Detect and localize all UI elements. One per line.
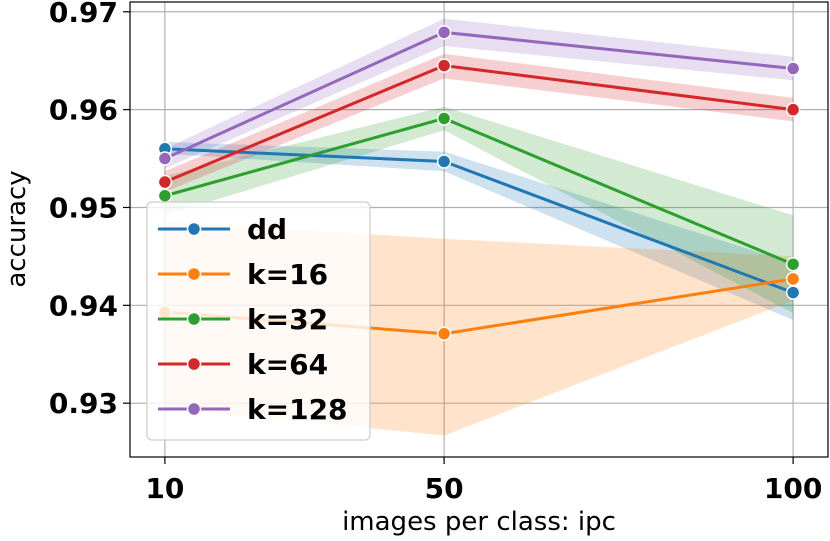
legend-swatch-marker bbox=[186, 401, 202, 417]
data-point-k64 bbox=[785, 102, 801, 117]
data-point-k16 bbox=[785, 271, 801, 287]
data-point-k64 bbox=[436, 58, 452, 73]
data-point-k128 bbox=[785, 61, 801, 76]
legend: dd k=16 k=32 k=64 k=128 bbox=[146, 201, 371, 441]
confidence-band-dd bbox=[164, 141, 794, 321]
data-point-dd bbox=[785, 285, 801, 300]
confidence-band-k32 bbox=[164, 106, 794, 314]
y-tick-label: 0.95 bbox=[49, 191, 118, 224]
legend-swatch-marker bbox=[186, 266, 202, 282]
legend-swatch-marker bbox=[186, 221, 202, 237]
data-point-k128 bbox=[157, 151, 173, 166]
legend-label: k=64 bbox=[247, 348, 328, 381]
x-tick-label: 10 bbox=[145, 472, 184, 505]
data-point-k128 bbox=[436, 25, 452, 40]
y-tick-label: 0.97 bbox=[49, 0, 118, 29]
data-point-dd bbox=[436, 154, 452, 169]
data-point-k64 bbox=[157, 174, 173, 190]
x-tick-label: 50 bbox=[425, 472, 464, 505]
x-tick-label: 100 bbox=[764, 472, 822, 505]
legend-label: k=32 bbox=[247, 303, 328, 336]
legend-swatch-marker bbox=[186, 311, 202, 327]
legend-box bbox=[146, 201, 371, 441]
confidence-band-k128 bbox=[164, 18, 794, 169]
axis-ticks bbox=[123, 11, 794, 464]
plot-frame bbox=[129, 1, 829, 458]
data-point-k32 bbox=[157, 188, 173, 203]
legend-label: dd bbox=[247, 213, 287, 246]
data-point-k16 bbox=[436, 326, 452, 341]
legend-label: k=128 bbox=[247, 393, 348, 426]
y-tick-label: 0.93 bbox=[49, 387, 118, 420]
x-axis-label: images per class: ipc bbox=[342, 507, 616, 537]
legend-swatch-marker bbox=[186, 356, 202, 372]
data-point-k32 bbox=[436, 111, 452, 126]
y-tick-label: 0.94 bbox=[49, 289, 118, 322]
y-axis-label: accuracy bbox=[2, 170, 32, 287]
data-point-k32 bbox=[785, 256, 801, 272]
y-tick-label: 0.96 bbox=[49, 94, 118, 127]
legend-label: k=16 bbox=[247, 258, 328, 291]
tick-labels: 10 50 100 0.93 0.94 0.95 0.96 0.97 bbox=[49, 0, 822, 505]
